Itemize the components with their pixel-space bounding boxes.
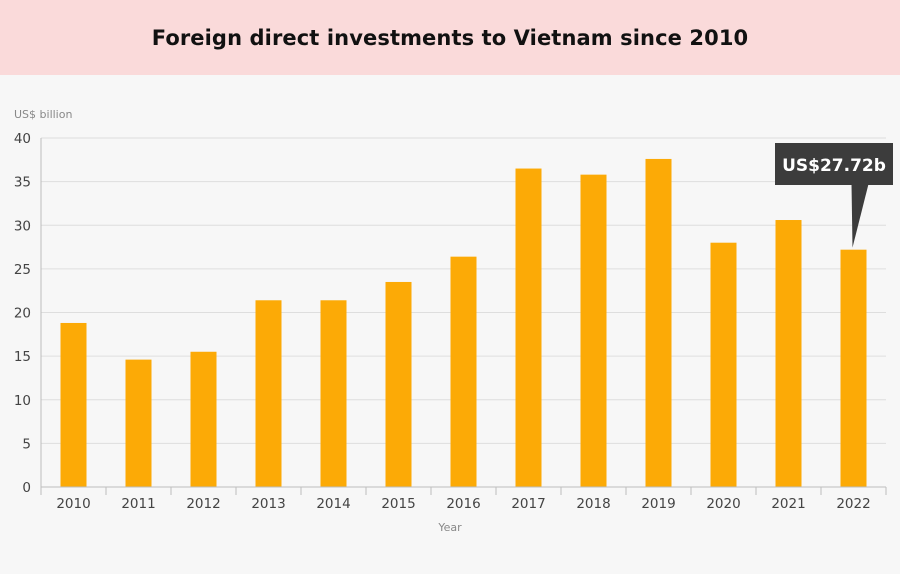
- x-tick-label: 2014: [316, 496, 350, 512]
- y-tick-label: 5: [22, 436, 31, 452]
- bar-2017: [515, 168, 542, 487]
- x-tick-label: 2019: [641, 496, 675, 512]
- y-tick-label: 0: [22, 480, 31, 496]
- y-tick-label: 20: [14, 306, 31, 322]
- bar-2020: [710, 242, 737, 487]
- y-tick-label: 25: [14, 262, 31, 278]
- x-axis-title: Year: [437, 521, 462, 534]
- callout-pointer: [851, 184, 869, 248]
- chart-title: Foreign direct investments to Vietnam si…: [151, 25, 749, 50]
- x-tick-label: 2018: [576, 496, 610, 512]
- y-axis-title: US$ billion: [14, 108, 72, 121]
- bar-2019: [645, 158, 672, 487]
- x-tick-label: 2010: [56, 496, 90, 512]
- bars: [60, 158, 867, 487]
- chart-header: Foreign direct investments to Vietnam si…: [0, 0, 900, 75]
- bar-2011: [125, 359, 152, 487]
- bar-2010: [60, 322, 87, 487]
- x-tick-label: 2016: [446, 496, 480, 512]
- y-tick-label: 30: [14, 218, 31, 234]
- bar-2021: [775, 220, 802, 487]
- x-tick-label: 2022: [836, 496, 870, 512]
- x-tick-label: 2015: [381, 496, 415, 512]
- y-tick-label: 10: [14, 393, 31, 409]
- callout-box: [775, 143, 893, 185]
- x-tick-label: 2021: [771, 496, 805, 512]
- callout-label: US$27.72b: [782, 156, 886, 176]
- y-tick-label: 35: [14, 175, 31, 191]
- x-tick-label: 2011: [121, 496, 155, 512]
- x-tick-label: 2017: [511, 496, 545, 512]
- bar-2016: [450, 256, 477, 487]
- y-tick-label: 40: [14, 131, 31, 147]
- y-tick-label: 15: [14, 349, 31, 365]
- bar-2012: [190, 351, 217, 487]
- bar-2014: [320, 300, 347, 487]
- axes: 0 5 10 15 20 25 30 35 40 2010 2011 2012 2013 2014 2015…: [14, 131, 887, 512]
- bar-2022: [840, 249, 867, 487]
- bar-2013: [255, 300, 282, 487]
- value-callout: US$27.72b: [775, 143, 893, 248]
- x-tick-label: 2012: [186, 496, 220, 512]
- x-tick-label: 2013: [251, 496, 285, 512]
- bar-2018: [580, 174, 607, 487]
- bar-2015: [385, 281, 412, 487]
- x-tick-label: 2020: [706, 496, 740, 512]
